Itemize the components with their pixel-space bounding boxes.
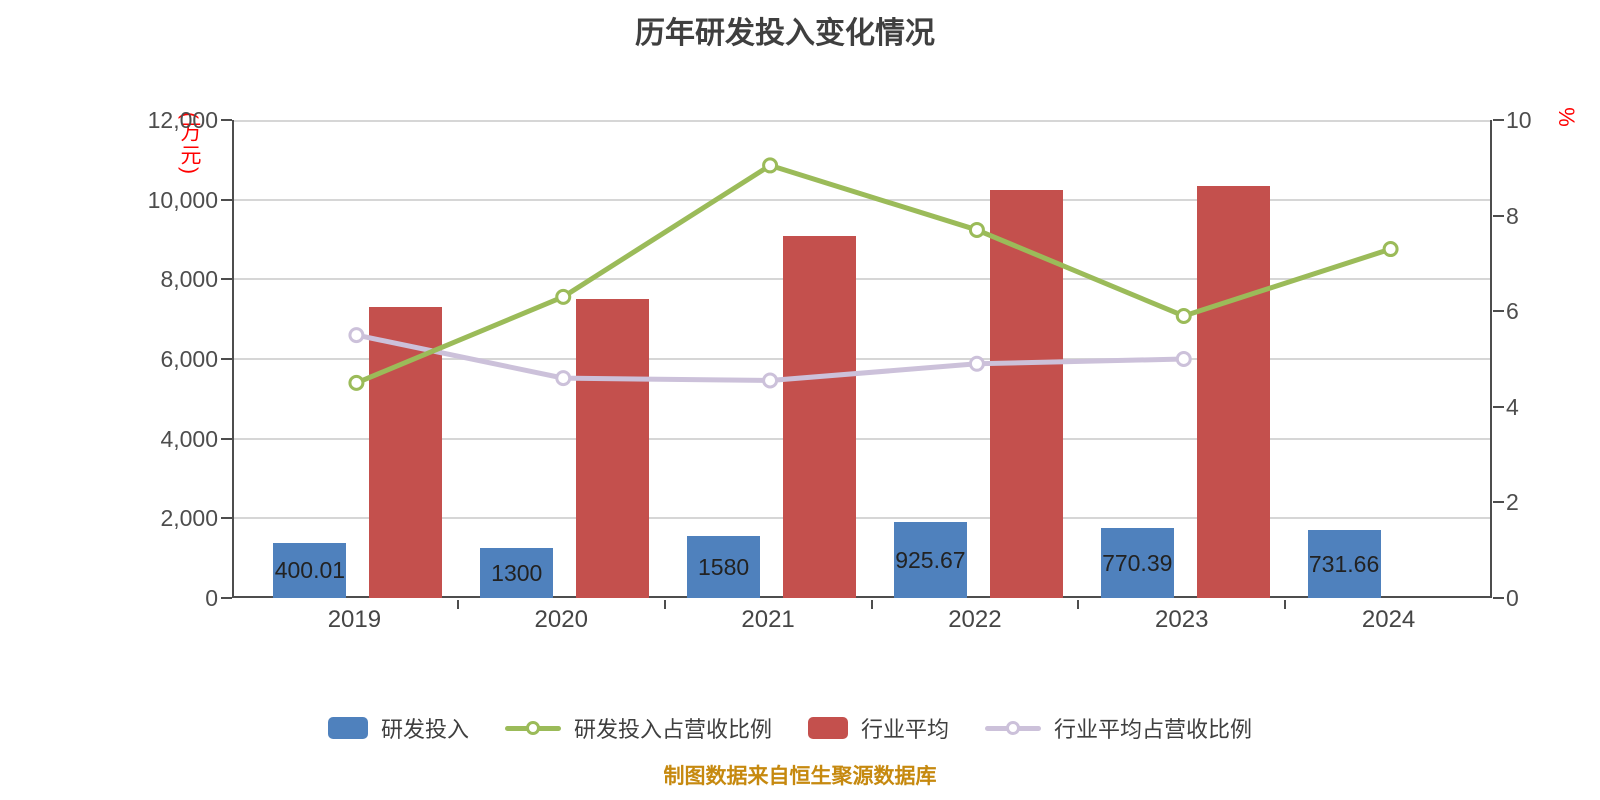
- y-axis-tick-label-right: 10: [1506, 107, 1532, 133]
- y-axis-tick-mark-left: [221, 198, 232, 201]
- line-rd-ratio-marker: [762, 157, 779, 174]
- y-axis-tick-label-left: 6,000: [160, 346, 218, 372]
- grid-line: [234, 278, 1490, 281]
- line-rd-ratio-marker: [968, 221, 985, 238]
- y-axis-tick-mark-right: [1493, 405, 1504, 408]
- y-axis-tick-mark-left: [221, 278, 232, 281]
- grid-line: [234, 358, 1490, 360]
- y-axis-tick-mark-left: [221, 517, 232, 520]
- bar-rd-investment: [687, 535, 761, 598]
- x-axis-label: 2019: [327, 606, 382, 633]
- line-rd-ratio-marker: [1175, 307, 1192, 324]
- line-rd-ratio-marker: [348, 374, 365, 391]
- legend-line-swatch-icon: [985, 721, 1042, 735]
- x-axis-tick-mark: [1284, 600, 1287, 609]
- line-industry-ratio-marker: [1175, 351, 1192, 367]
- grid-line: [234, 517, 1490, 520]
- bar-industry-average: [369, 307, 443, 598]
- grid-line: [234, 198, 1490, 201]
- bar-rd-investment: [1100, 528, 1174, 598]
- grid-line: [234, 437, 1490, 440]
- bar-value-label: 400.01: [274, 557, 346, 584]
- y-axis-tick-mark-right: [1493, 310, 1504, 313]
- y-axis-tick-label-left: 12,000: [147, 107, 218, 133]
- bar-rd-investment: [1307, 529, 1381, 598]
- bar-rd-investment: [893, 521, 967, 598]
- legend-label: 行业平均占营收比例: [1054, 717, 1253, 742]
- legend-marker-dot-icon: [1006, 721, 1021, 735]
- bar-value-label: 731.66: [1308, 550, 1380, 577]
- line-layer: [348, 157, 1399, 391]
- x-axis-label: 2023: [1155, 606, 1209, 633]
- y-axis-right-labels: 0 2 4 6 8 10: [1506, 107, 1596, 611]
- grid-line: [234, 120, 1490, 122]
- line-rd-ratio: [353, 162, 1394, 386]
- y-axis-tick-mark-right: [1493, 597, 1504, 599]
- y-axis-tick-label-right: 2: [1506, 489, 1519, 516]
- y-axis-tick-label-left: 8,000: [160, 266, 218, 293]
- x-axis-label: 2022: [948, 606, 1002, 633]
- plot-area: 400.01 1300 1580 925.67 770.39 731.66: [232, 120, 1492, 598]
- y-axis-tick-mark-right: [1493, 501, 1504, 504]
- legend-item-rd-investment: 研发投入: [327, 712, 469, 744]
- legend-bar-swatch-icon: [327, 717, 368, 739]
- line-industry-ratio-marker: [555, 370, 572, 387]
- bar-industry-average: [989, 189, 1063, 598]
- y-axis-tick-mark-right: [1493, 119, 1504, 121]
- x-axis-tick-mark: [1077, 600, 1080, 609]
- y-axis-tick-mark-left: [221, 597, 232, 599]
- x-axis-tick-mark: [663, 600, 666, 609]
- y-axis-tick-label-left: 10,000: [147, 186, 218, 213]
- legend-item-industry-average: 行业平均: [808, 712, 949, 744]
- bar-industry-average: [1196, 185, 1270, 598]
- legend-label: 行业平均: [861, 717, 950, 742]
- data-source-note: 制图数据来自恒生聚源数据库: [663, 765, 937, 788]
- y-axis-tick-label-left: 0: [205, 585, 218, 611]
- y-axis-tick-label-left: 4,000: [160, 425, 218, 452]
- x-axis-tick-mark: [456, 600, 459, 609]
- line-industry-ratio-marker: [348, 327, 365, 344]
- y-axis-left-labels: 0 2,000 4,000 6,000 8,000 10,000 12,000: [0, 107, 222, 611]
- bar-value-label: 770.39: [1102, 550, 1173, 577]
- x-axis-labels: 2019 2020 2021 2022 2023 2024: [232, 606, 1492, 638]
- y-axis-tick-mark-left: [221, 119, 232, 121]
- legend: 研发投入 研发投入占营收比例 行业平均 行业平均占营收比例: [0, 706, 1580, 750]
- legend-item-rd-ratio: 研发投入占营收比例: [504, 712, 772, 744]
- x-axis-label: 2021: [741, 606, 795, 633]
- bar-value-label: 1580: [697, 553, 750, 580]
- x-axis-label: 2020: [534, 606, 588, 633]
- y-axis-tick-label-right: 4: [1506, 393, 1519, 420]
- bar-industry-average: [576, 299, 650, 598]
- bar-rd-investment: [273, 542, 347, 598]
- line-rd-ratio-marker: [555, 288, 572, 305]
- legend-label: 研发投入: [380, 717, 469, 742]
- legend-marker-dot-icon: [525, 721, 540, 735]
- y-axis-tick-label-right: 8: [1506, 202, 1519, 229]
- bar-value-label: 925.67: [895, 546, 966, 573]
- y-axis-tick-mark-left: [221, 437, 232, 440]
- x-axis-tick-mark: [870, 600, 873, 609]
- legend-item-industry-ratio: 行业平均占营收比例: [985, 712, 1252, 744]
- legend-bar-swatch-icon: [808, 717, 848, 739]
- y-axis-tick-label-left: 2,000: [160, 505, 218, 532]
- chart-title: 历年研发投入变化情况: [635, 17, 935, 50]
- left-axis-unit-label: (万元): [178, 112, 201, 176]
- legend-label: 研发投入占营收比例: [573, 717, 772, 742]
- line-industry-ratio-marker: [762, 372, 779, 389]
- y-axis-tick-mark-left: [221, 358, 232, 360]
- bar-value-label: 1300: [491, 560, 543, 587]
- y-axis-tick-label-right: 6: [1506, 298, 1519, 325]
- bar-rd-investment: [480, 548, 554, 598]
- line-industry-ratio-marker: [968, 355, 985, 372]
- line-rd-ratio-marker: [1382, 241, 1399, 258]
- y-axis-tick-label-right: 0: [1506, 585, 1519, 611]
- x-axis-label: 2024: [1361, 606, 1416, 633]
- y-axis-tick-mark-right: [1493, 214, 1504, 217]
- legend-line-swatch-icon: [504, 721, 561, 735]
- bar-industry-average: [783, 235, 857, 598]
